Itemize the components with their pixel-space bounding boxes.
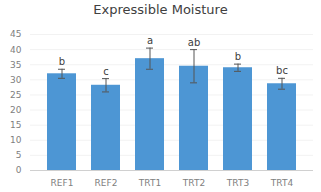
- svg-text:TRT1: TRT1: [138, 178, 161, 188]
- svg-text:a: a: [147, 35, 153, 46]
- svg-text:25: 25: [10, 90, 21, 100]
- svg-text:b: b: [59, 56, 65, 67]
- html-text:Expressible Moisture: Expressible Moisture: [93, 2, 228, 17]
- svg-text:REF1: REF1: [51, 178, 74, 188]
- svg-text:10: 10: [10, 135, 22, 145]
- svg-text:35: 35: [10, 60, 21, 70]
- svg-text:b: b: [235, 51, 241, 62]
- svg-text:30: 30: [10, 75, 22, 85]
- svg-text:5: 5: [16, 150, 22, 160]
- svg-text:15: 15: [10, 120, 21, 130]
- svg-text:bc: bc: [276, 65, 288, 76]
- svg-text:TRT3: TRT3: [226, 178, 249, 188]
- svg-text:40: 40: [10, 44, 22, 54]
- svg-text:20: 20: [10, 105, 22, 115]
- svg-text:ab: ab: [188, 37, 200, 48]
- svg-text:REF2: REF2: [95, 178, 118, 188]
- svg-text:TRT2: TRT2: [182, 178, 205, 188]
- svg-text:45: 45: [10, 29, 21, 39]
- svg-text:0: 0: [16, 165, 22, 175]
- svg-text:c: c: [103, 66, 109, 77]
- svg-text:TRT4: TRT4: [270, 178, 294, 188]
